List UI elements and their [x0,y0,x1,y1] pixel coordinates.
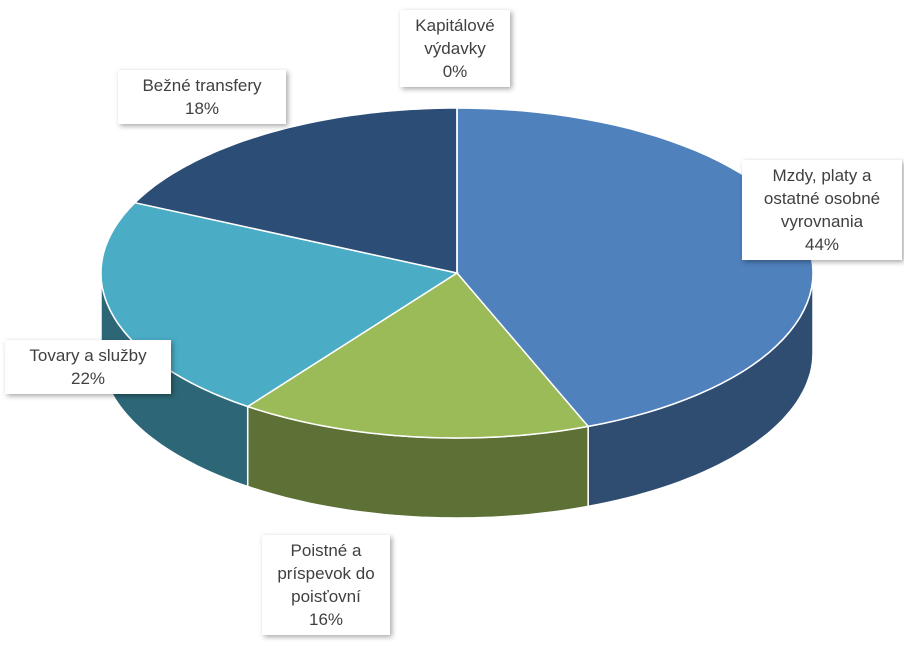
category-label: Bežné transfery [142,76,262,95]
value-label: 44% [804,235,840,254]
data-label: Mzdy, platy a ostatné osobné vyrovnania 4… [742,160,902,260]
value-label: 22% [70,369,106,388]
data-label: Bežné transfery 18% [118,70,286,124]
slice [245,272,590,439]
category-label: Tovary a služby [29,346,147,365]
data-label: Kapitálové výdavky 0% [400,10,510,87]
value-label: 0% [442,62,468,81]
value-label: 18% [184,99,220,118]
category-label: Poistné a príspevok do poisťovní [277,541,375,606]
slice [133,107,458,274]
category-label: Kapitálové výdavky [415,16,495,58]
data-label: Poistné a príspevok do poisťovní 16% [262,535,390,635]
category-label: Mzdy, platy a ostatné osobné vyrovnania [763,166,881,231]
value-label: 16% [308,610,344,629]
data-label: Tovary a služby 22% [5,340,171,394]
